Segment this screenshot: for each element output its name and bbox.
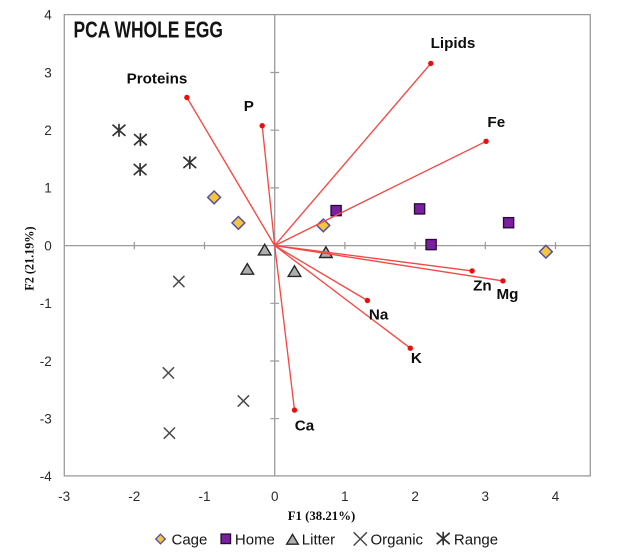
svg-text:0: 0 xyxy=(271,489,279,504)
svg-text:4: 4 xyxy=(44,8,52,23)
svg-text:-1: -1 xyxy=(198,489,210,504)
svg-text:F1 (38.21%): F1 (38.21%) xyxy=(288,509,356,523)
svg-text:2: 2 xyxy=(411,489,419,504)
svg-text:Ca: Ca xyxy=(295,417,315,434)
svg-text:-3: -3 xyxy=(40,412,52,427)
svg-text:Lipids: Lipids xyxy=(431,35,476,52)
svg-text:-3: -3 xyxy=(58,489,70,504)
svg-text:-2: -2 xyxy=(128,489,140,504)
svg-text:Na: Na xyxy=(369,307,389,324)
svg-text:4: 4 xyxy=(552,489,560,504)
svg-text:Organic: Organic xyxy=(371,531,424,548)
svg-text:Cage: Cage xyxy=(172,531,208,548)
svg-text:F2 (21.19%): F2 (21.19%) xyxy=(23,226,37,290)
svg-text:0: 0 xyxy=(44,238,52,253)
svg-text:1: 1 xyxy=(44,181,52,196)
svg-text:Home: Home xyxy=(235,531,275,548)
svg-text:2: 2 xyxy=(44,123,52,138)
svg-text:3: 3 xyxy=(482,489,490,504)
svg-text:1: 1 xyxy=(341,489,349,504)
svg-text:P: P xyxy=(244,98,254,115)
svg-text:Mg: Mg xyxy=(497,286,519,303)
svg-text:Zn: Zn xyxy=(473,277,492,294)
svg-text:Litter: Litter xyxy=(302,531,335,548)
svg-text:-1: -1 xyxy=(40,296,52,311)
svg-text:PCA WHOLE EGG: PCA WHOLE EGG xyxy=(74,16,224,42)
svg-text:-2: -2 xyxy=(40,354,52,369)
svg-text:Fe: Fe xyxy=(487,114,505,131)
svg-text:Range: Range xyxy=(454,531,498,548)
svg-text:3: 3 xyxy=(44,65,52,80)
svg-text:-4: -4 xyxy=(40,469,52,484)
svg-text:Proteins: Proteins xyxy=(127,71,188,88)
svg-text:K: K xyxy=(411,350,422,367)
